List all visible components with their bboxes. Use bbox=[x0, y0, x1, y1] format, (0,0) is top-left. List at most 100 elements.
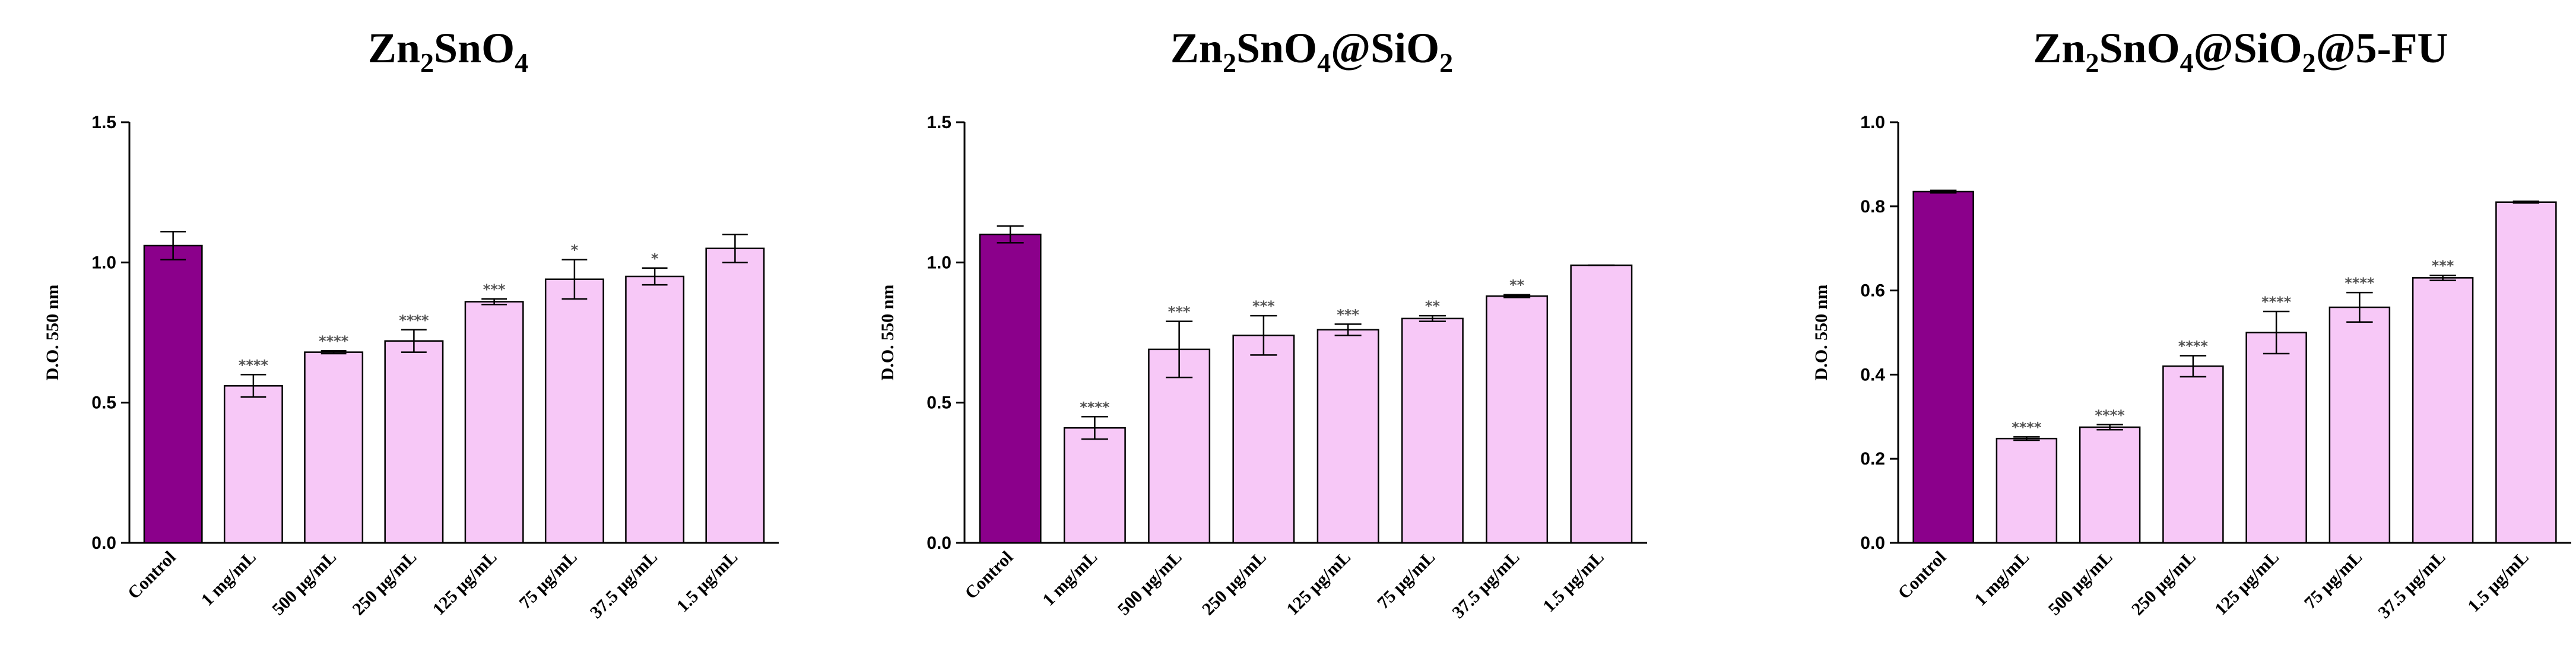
x-tick-label: 37.5 µg/mL bbox=[586, 548, 661, 622]
significance-label: **** bbox=[2012, 419, 2042, 435]
bar-1 bbox=[1912, 190, 1974, 544]
y-axis-label: D.O. 550 nm bbox=[1812, 285, 1831, 381]
x-tick-label: 75 µg/mL bbox=[515, 548, 580, 613]
bar-6 bbox=[544, 278, 604, 544]
significance-label: **** bbox=[2095, 407, 2125, 424]
title-subscript: 4 bbox=[2180, 47, 2194, 78]
significance-label: ** bbox=[1425, 298, 1441, 314]
bar-1 bbox=[143, 244, 203, 544]
title-segment: Zn bbox=[1170, 24, 1223, 72]
title-segment: @SiO bbox=[2194, 24, 2302, 72]
chart-title: Zn2SnO4 bbox=[368, 24, 528, 78]
x-tick-label: 500 µg/mL bbox=[1114, 548, 1186, 619]
x-tick-label: 500 µg/mL bbox=[268, 548, 340, 619]
bar-7 bbox=[1486, 295, 1549, 544]
significance-label: **** bbox=[2178, 338, 2209, 354]
bar-5 bbox=[464, 301, 524, 544]
x-tick-label: 37.5 µg/mL bbox=[1448, 548, 1523, 622]
significance-label: * bbox=[651, 250, 659, 267]
y-tick-label: 0.0 bbox=[91, 533, 116, 553]
title-subscript: 2 bbox=[2302, 47, 2316, 78]
title-segment: SnO bbox=[434, 24, 515, 72]
significance-label: *** bbox=[1337, 306, 1359, 323]
x-tick-label: 1.5 µg/mL bbox=[2464, 548, 2533, 616]
significance-label: *** bbox=[1168, 304, 1191, 320]
chart-panel-3: Zn2SnO4@SiO2@5-FUD.O. 550 nm0.00.20.40.6… bbox=[1812, 24, 2571, 622]
y-axis-label: D.O. 550 nm bbox=[43, 285, 62, 381]
bar-3 bbox=[1148, 348, 1211, 544]
bar-2 bbox=[1063, 427, 1126, 544]
title-segment: @SiO bbox=[1331, 24, 1439, 72]
y-tick-label: 0.6 bbox=[1860, 281, 1885, 301]
bar-4 bbox=[384, 340, 444, 544]
bar-8 bbox=[705, 247, 765, 544]
bar-4 bbox=[1232, 334, 1295, 544]
title-subscript: 2 bbox=[1439, 47, 1453, 78]
title-subscript: 2 bbox=[420, 47, 434, 78]
bar-5 bbox=[1316, 329, 1379, 544]
bar-5 bbox=[2245, 332, 2307, 544]
bar-1 bbox=[979, 233, 1042, 544]
x-tick-label: 500 µg/mL bbox=[2045, 548, 2117, 619]
x-tick-label: 250 µg/mL bbox=[2128, 548, 2200, 619]
y-tick-label: 1.0 bbox=[927, 253, 951, 272]
significance-label: *** bbox=[1252, 298, 1275, 314]
y-tick-label: 1.0 bbox=[91, 253, 116, 272]
x-tick-label: 125 µg/mL bbox=[1283, 548, 1354, 619]
significance-label: * bbox=[571, 242, 579, 259]
title-segment: Zn bbox=[368, 24, 420, 72]
bar-2 bbox=[223, 385, 283, 544]
x-tick-label: 125 µg/mL bbox=[429, 548, 501, 619]
title-segment: @5-FU bbox=[2316, 24, 2448, 72]
y-tick-label: 1.5 bbox=[91, 113, 116, 132]
bar-6 bbox=[2328, 306, 2391, 544]
bar-8 bbox=[2495, 201, 2557, 544]
x-tick-label: Control bbox=[961, 548, 1017, 603]
significance-label: *** bbox=[2432, 257, 2454, 274]
bar-3 bbox=[2079, 426, 2141, 544]
title-subscript: 4 bbox=[1317, 47, 1331, 78]
x-tick-label: 1.5 µg/mL bbox=[1539, 548, 1608, 616]
chart-title: Zn2SnO4@SiO2 bbox=[1170, 24, 1453, 78]
significance-label: ** bbox=[1509, 277, 1525, 294]
y-tick-label: 0.0 bbox=[927, 533, 951, 553]
significance-label: *** bbox=[483, 281, 506, 298]
y-tick-label: 0.0 bbox=[1860, 533, 1885, 553]
y-tick-label: 0.4 bbox=[1860, 365, 1885, 384]
x-tick-label: Control bbox=[124, 548, 180, 603]
x-tick-label: 75 µg/mL bbox=[2301, 548, 2366, 613]
significance-label: **** bbox=[319, 333, 349, 349]
significance-label: **** bbox=[2345, 275, 2375, 291]
significance-label: **** bbox=[239, 357, 269, 373]
x-tick-label: 1 mg/mL bbox=[198, 548, 260, 610]
y-tick-label: 0.5 bbox=[927, 393, 951, 413]
title-segment: Zn bbox=[2033, 24, 2085, 72]
bar-3 bbox=[304, 351, 364, 544]
x-tick-label: 1 mg/mL bbox=[1971, 548, 2033, 610]
title-segment: SnO bbox=[2099, 24, 2180, 72]
x-tick-label: 125 µg/mL bbox=[2211, 548, 2283, 619]
y-tick-label: 0.8 bbox=[1860, 197, 1885, 217]
significance-label: **** bbox=[1080, 399, 1110, 415]
y-tick-label: 1.0 bbox=[1860, 113, 1885, 132]
x-tick-label: Control bbox=[1894, 548, 1950, 603]
bar-7 bbox=[625, 275, 685, 544]
chart-title: Zn2SnO4@SiO2@5-FU bbox=[2033, 24, 2448, 78]
significance-label: **** bbox=[2261, 294, 2292, 310]
y-axis-label: D.O. 550 nm bbox=[878, 285, 897, 381]
x-tick-label: 75 µg/mL bbox=[1373, 548, 1439, 613]
y-tick-label: 0.5 bbox=[91, 393, 116, 413]
title-subscript: 2 bbox=[2086, 47, 2099, 78]
bar-6 bbox=[1401, 317, 1464, 544]
x-tick-label: 1 mg/mL bbox=[1039, 548, 1101, 610]
x-tick-label: 250 µg/mL bbox=[1198, 548, 1270, 619]
bar-2 bbox=[1996, 437, 2058, 544]
bar-4 bbox=[2162, 365, 2224, 544]
bar-8 bbox=[1570, 264, 1633, 544]
x-tick-label: 250 µg/mL bbox=[348, 548, 420, 619]
x-tick-label: 37.5 µg/mL bbox=[2374, 548, 2449, 622]
y-tick-label: 1.5 bbox=[927, 113, 951, 132]
